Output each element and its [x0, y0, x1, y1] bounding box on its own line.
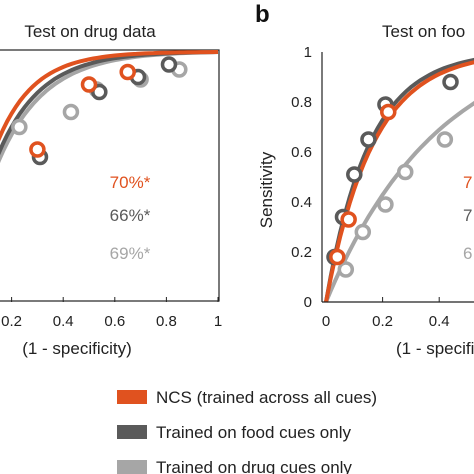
legend-swatch: [117, 425, 147, 439]
x-tick-label: 0.2: [372, 313, 393, 330]
data-point: [329, 248, 346, 266]
panel-food-x-label: (1 - specifi: [396, 339, 474, 358]
data-point: [160, 56, 178, 73]
data-point: [119, 63, 136, 81]
auc-annotation: 69%*: [110, 244, 151, 263]
data-point: [380, 103, 397, 121]
data-point: [346, 166, 363, 183]
panel-food-plot-area: 7 7 6: [324, 57, 474, 303]
x-tick-label: 1: [214, 313, 222, 330]
auc-annotation: 7: [463, 173, 472, 192]
data-point: [360, 131, 377, 148]
auc-annotation: 66%*: [110, 206, 151, 225]
y-tick-label: 0.4: [291, 194, 312, 211]
data-point: [80, 76, 98, 93]
y-tick-label: 0.2: [291, 244, 312, 261]
auc-annotation: 70%*: [110, 173, 151, 192]
panel-food-y-label: Sensitivity: [257, 151, 276, 228]
panel-b-letter: b: [255, 1, 270, 28]
auc-annotation: 6: [463, 244, 472, 263]
y-tick-label: 0.8: [291, 94, 312, 111]
legend: NCS (trained across all cues) Trained on …: [117, 388, 377, 474]
data-point: [396, 163, 414, 181]
data-point: [340, 211, 357, 228]
y-tick-label: 0.6: [291, 144, 312, 161]
panel-food-title: Test on foo: [382, 22, 465, 41]
panel-drug-x-ticks: 0.2 0.4 0.6 0.8 1: [1, 297, 222, 330]
data-point: [62, 103, 80, 121]
legend-label: Trained on drug cues only: [156, 458, 352, 474]
panel-drug-x-label: (1 - specificity): [22, 339, 132, 358]
panel-drug-frame: [0, 49, 220, 302]
x-tick-label: 0.6: [104, 313, 125, 330]
x-tick-label: 0.2: [1, 313, 22, 330]
data-point: [442, 73, 459, 91]
x-tick-label: 0.8: [156, 313, 177, 330]
legend-swatch: [117, 460, 147, 474]
panel-drug: Test on drug data 0.2 0.4 0.6 0.8 1 70%* 66%*…: [0, 22, 222, 358]
panel-drug-plot-area: 70%* 66%* 69%*: [0, 50, 219, 263]
x-tick-label: 0.4: [429, 313, 450, 330]
y-tick-label: 0: [304, 294, 312, 311]
fit-curve: [324, 100, 474, 303]
auc-annotation: 7: [463, 206, 472, 225]
x-tick-label: 0: [322, 313, 330, 330]
x-tick-label: 0.4: [53, 313, 74, 330]
data-point: [354, 223, 372, 241]
data-point: [29, 141, 46, 158]
y-tick-label: 1: [304, 44, 312, 61]
fit-curve: [0, 50, 218, 142]
data-point: [337, 261, 355, 278]
panel-food-ticks: 00.20.40.600.20.40.60.81: [291, 44, 450, 330]
data-point: [377, 196, 394, 213]
data-point: [11, 118, 28, 136]
panel-drug-title: Test on drug data: [24, 22, 156, 41]
legend-label: NCS (trained across all cues): [156, 388, 377, 407]
data-point: [436, 131, 454, 148]
legend-swatch: [117, 390, 147, 404]
panel-food: b Test on foo Sensitivity 0 0.2 0.4 0.6 0 0.2…: [255, 1, 474, 358]
legend-label: Trained on food cues only: [156, 423, 351, 442]
